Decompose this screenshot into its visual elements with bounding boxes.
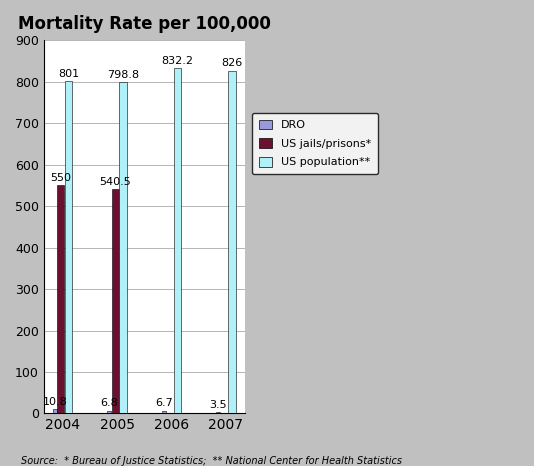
Bar [229,71,235,413]
Text: 6.7: 6.7 [155,398,173,408]
Legend: DRO, US jails/prisons*, US population**: DRO, US jails/prisons*, US population** [252,113,378,174]
Bar [112,189,119,413]
Text: 832.2: 832.2 [161,56,193,66]
Text: 826: 826 [222,58,242,69]
Bar [174,68,181,413]
Text: 3.5: 3.5 [209,399,227,410]
Text: 798.8: 798.8 [107,69,139,80]
Text: 10.8: 10.8 [43,397,67,406]
Bar [57,185,65,413]
Bar [65,81,72,413]
Text: 550: 550 [50,173,72,183]
Bar [107,411,111,413]
Bar [120,82,127,413]
Bar [53,409,57,413]
Bar [162,411,166,413]
Text: 801: 801 [58,69,79,79]
Title: Mortality Rate per 100,000: Mortality Rate per 100,000 [18,15,271,33]
Text: Source:  * Bureau of Justice Statistics;  ** National Center for Health Statisti: Source: * Bureau of Justice Statistics; … [21,456,402,466]
Bar [216,412,221,413]
Text: 540.5: 540.5 [99,177,131,187]
Text: 6.8: 6.8 [100,398,118,408]
